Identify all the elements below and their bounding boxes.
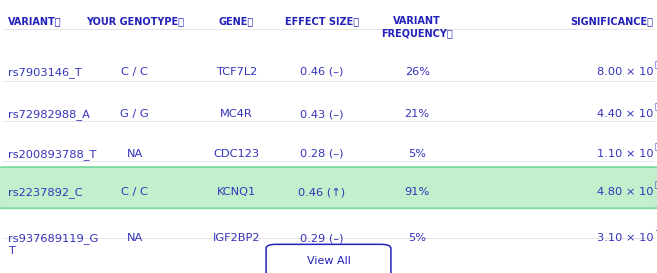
- Text: rs2237892_C: rs2237892_C: [8, 187, 83, 198]
- Text: −9: −9: [654, 226, 657, 235]
- FancyBboxPatch shape: [0, 167, 657, 208]
- Text: VARIANTⓘ: VARIANTⓘ: [8, 16, 62, 26]
- Text: SIGNIFICANCEⓘ: SIGNIFICANCEⓘ: [571, 16, 654, 26]
- Text: IGF2BP2: IGF2BP2: [213, 233, 260, 244]
- Text: TCF7L2: TCF7L2: [216, 67, 257, 77]
- Text: rs200893788_T: rs200893788_T: [8, 149, 97, 160]
- Text: 0.29 (–): 0.29 (–): [300, 233, 344, 244]
- Text: EFFECT SIZEⓘ: EFFECT SIZEⓘ: [285, 16, 359, 26]
- Text: 0.28 (–): 0.28 (–): [300, 149, 344, 159]
- Text: ⁲11: ⁲11: [654, 179, 657, 188]
- Text: GENEⓘ: GENEⓘ: [219, 16, 254, 26]
- FancyBboxPatch shape: [266, 244, 391, 273]
- Text: rs937689119_G
T: rs937689119_G T: [8, 233, 98, 256]
- Text: rs7903146_T: rs7903146_T: [8, 67, 81, 78]
- Text: 21%: 21%: [405, 109, 430, 119]
- Text: 1.10 × 10: 1.10 × 10: [597, 149, 654, 159]
- Text: 4.40 × 10: 4.40 × 10: [597, 109, 654, 119]
- Text: 5%: 5%: [408, 149, 426, 159]
- Text: 91%: 91%: [405, 187, 430, 197]
- Text: rs72982988_A: rs72982988_A: [8, 109, 90, 120]
- Text: 0.46 (↑): 0.46 (↑): [298, 187, 346, 197]
- Text: 3.10 × 10: 3.10 × 10: [597, 233, 654, 244]
- Text: MC4R: MC4R: [220, 109, 253, 119]
- Text: ⁲14: ⁲14: [654, 102, 657, 111]
- Text: View All: View All: [307, 256, 350, 266]
- Text: NA: NA: [127, 233, 143, 244]
- Text: 0.43 (–): 0.43 (–): [300, 109, 344, 119]
- Text: CDC123: CDC123: [214, 149, 260, 159]
- Text: 8.00 × 10: 8.00 × 10: [597, 67, 654, 77]
- Text: VARIANT
FREQUENCYⓘ: VARIANT FREQUENCYⓘ: [381, 16, 453, 38]
- Text: 4.80 × 10: 4.80 × 10: [597, 187, 654, 197]
- Text: 0.46 (–): 0.46 (–): [300, 67, 344, 77]
- Text: ⁲20: ⁲20: [654, 59, 657, 68]
- Text: 5%: 5%: [408, 233, 426, 244]
- Text: KCNQ1: KCNQ1: [217, 187, 256, 197]
- Text: YOUR GENOTYPEⓘ: YOUR GENOTYPEⓘ: [85, 16, 184, 26]
- Text: 26%: 26%: [405, 67, 430, 77]
- Text: G / G: G / G: [120, 109, 149, 119]
- Text: C / C: C / C: [122, 67, 148, 77]
- Text: C / C: C / C: [122, 187, 148, 197]
- Text: ⁲12: ⁲12: [654, 141, 657, 150]
- Text: NA: NA: [127, 149, 143, 159]
